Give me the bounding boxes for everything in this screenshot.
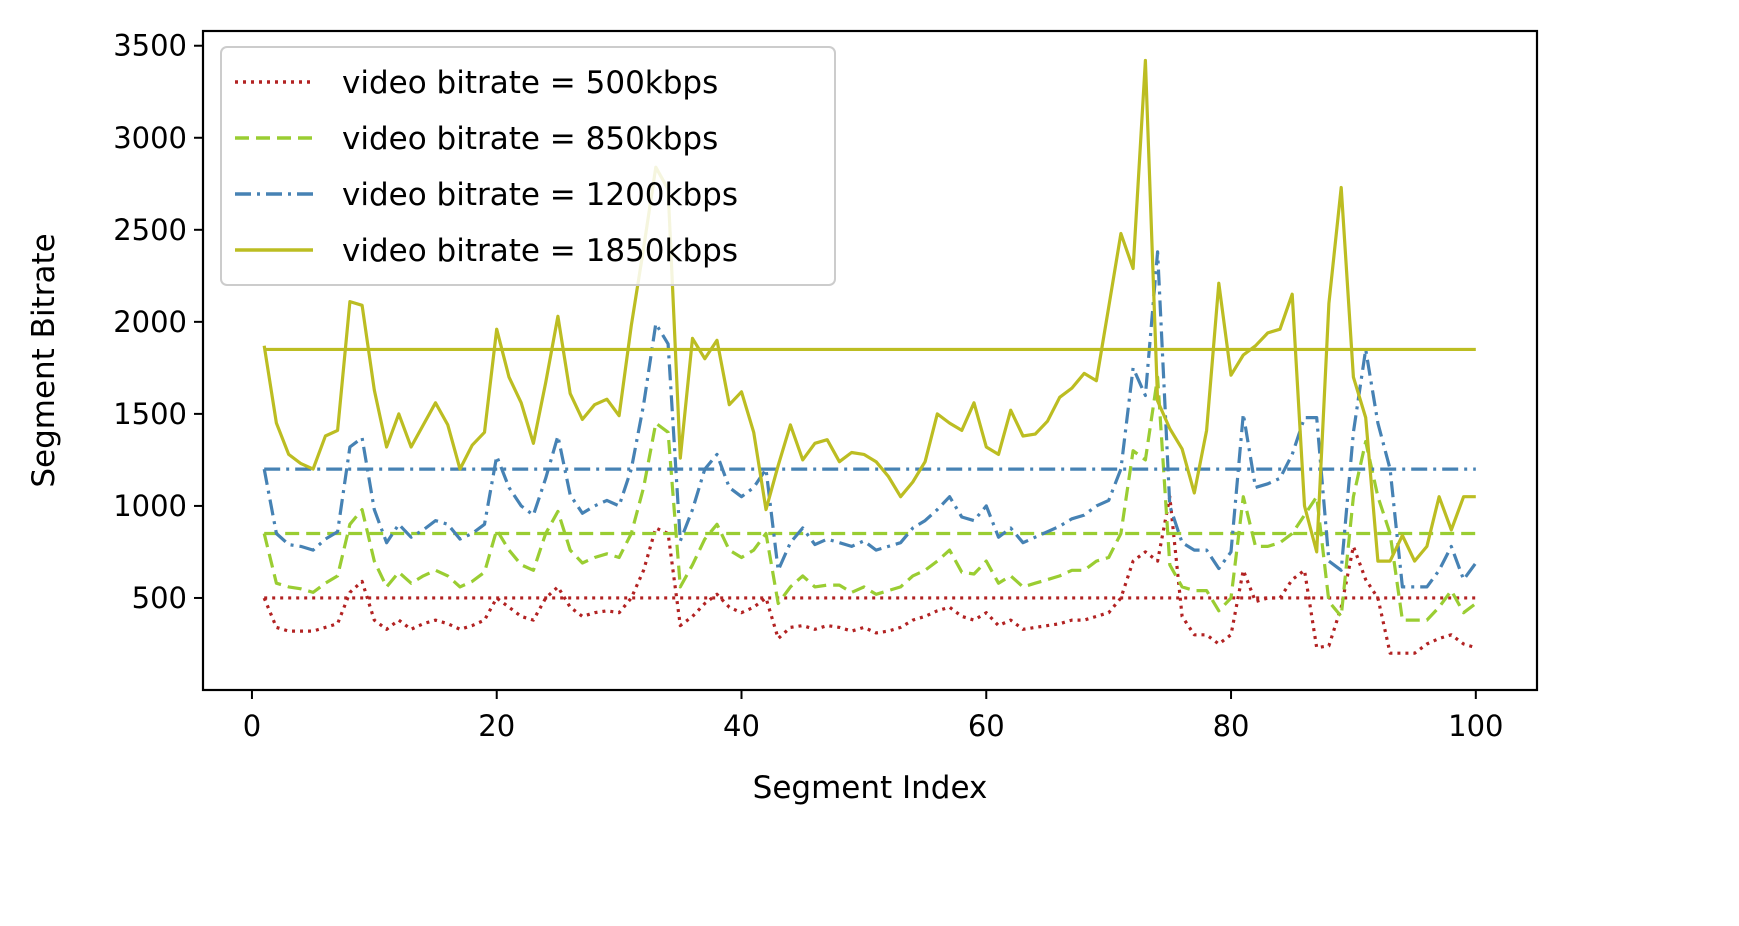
series-line-1850 — [262, 58, 1476, 563]
legend-label-500: video bitrate = 500kbps — [342, 65, 718, 101]
x-tick-label: 60 — [968, 709, 1005, 743]
y-tick-label: 3500 — [113, 29, 187, 63]
legend-label-850: video bitrate = 850kbps — [342, 121, 718, 157]
legend-entry-500: video bitrate = 500kbps — [235, 65, 718, 101]
y-tick-label: 3000 — [113, 121, 187, 155]
x-tick-label: 20 — [478, 709, 515, 743]
y-tick-label: 500 — [132, 581, 187, 615]
x-tick-label: 100 — [1448, 709, 1503, 743]
y-axis-label: Segment Bitrate — [26, 233, 62, 487]
x-axis-ticks: 0 20 40 60 80 100 — [243, 690, 1503, 743]
series-line-500 — [262, 495, 1477, 655]
x-tick-label: 40 — [723, 709, 760, 743]
x-tick-label: 0 — [243, 709, 261, 743]
x-axis-label: Segment Index — [753, 770, 988, 806]
legend-label-1850: video bitrate = 1850kbps — [342, 233, 738, 269]
y-tick-label: 2500 — [113, 213, 187, 247]
y-tick-label: 2000 — [113, 305, 187, 339]
y-tick-label: 1500 — [113, 397, 187, 431]
series-line-1200 — [262, 250, 1478, 589]
series-line-850 — [262, 375, 1477, 622]
legend: video bitrate = 500kbps video bitrate = … — [220, 46, 836, 286]
legend-label-1200: video bitrate = 1200kbps — [342, 177, 738, 213]
legend-entry-1850: video bitrate = 1850kbps — [235, 233, 738, 269]
x-tick-label: 80 — [1213, 709, 1250, 743]
y-axis-ticks: 500 1000 1500 2000 2500 3000 3500 — [113, 29, 203, 615]
y-tick-label: 1000 — [113, 489, 187, 523]
legend-entry-850: video bitrate = 850kbps — [235, 121, 718, 157]
legend-box — [220, 46, 836, 286]
legend-entry-1200: video bitrate = 1200kbps — [235, 177, 738, 213]
series-group — [262, 58, 1478, 655]
